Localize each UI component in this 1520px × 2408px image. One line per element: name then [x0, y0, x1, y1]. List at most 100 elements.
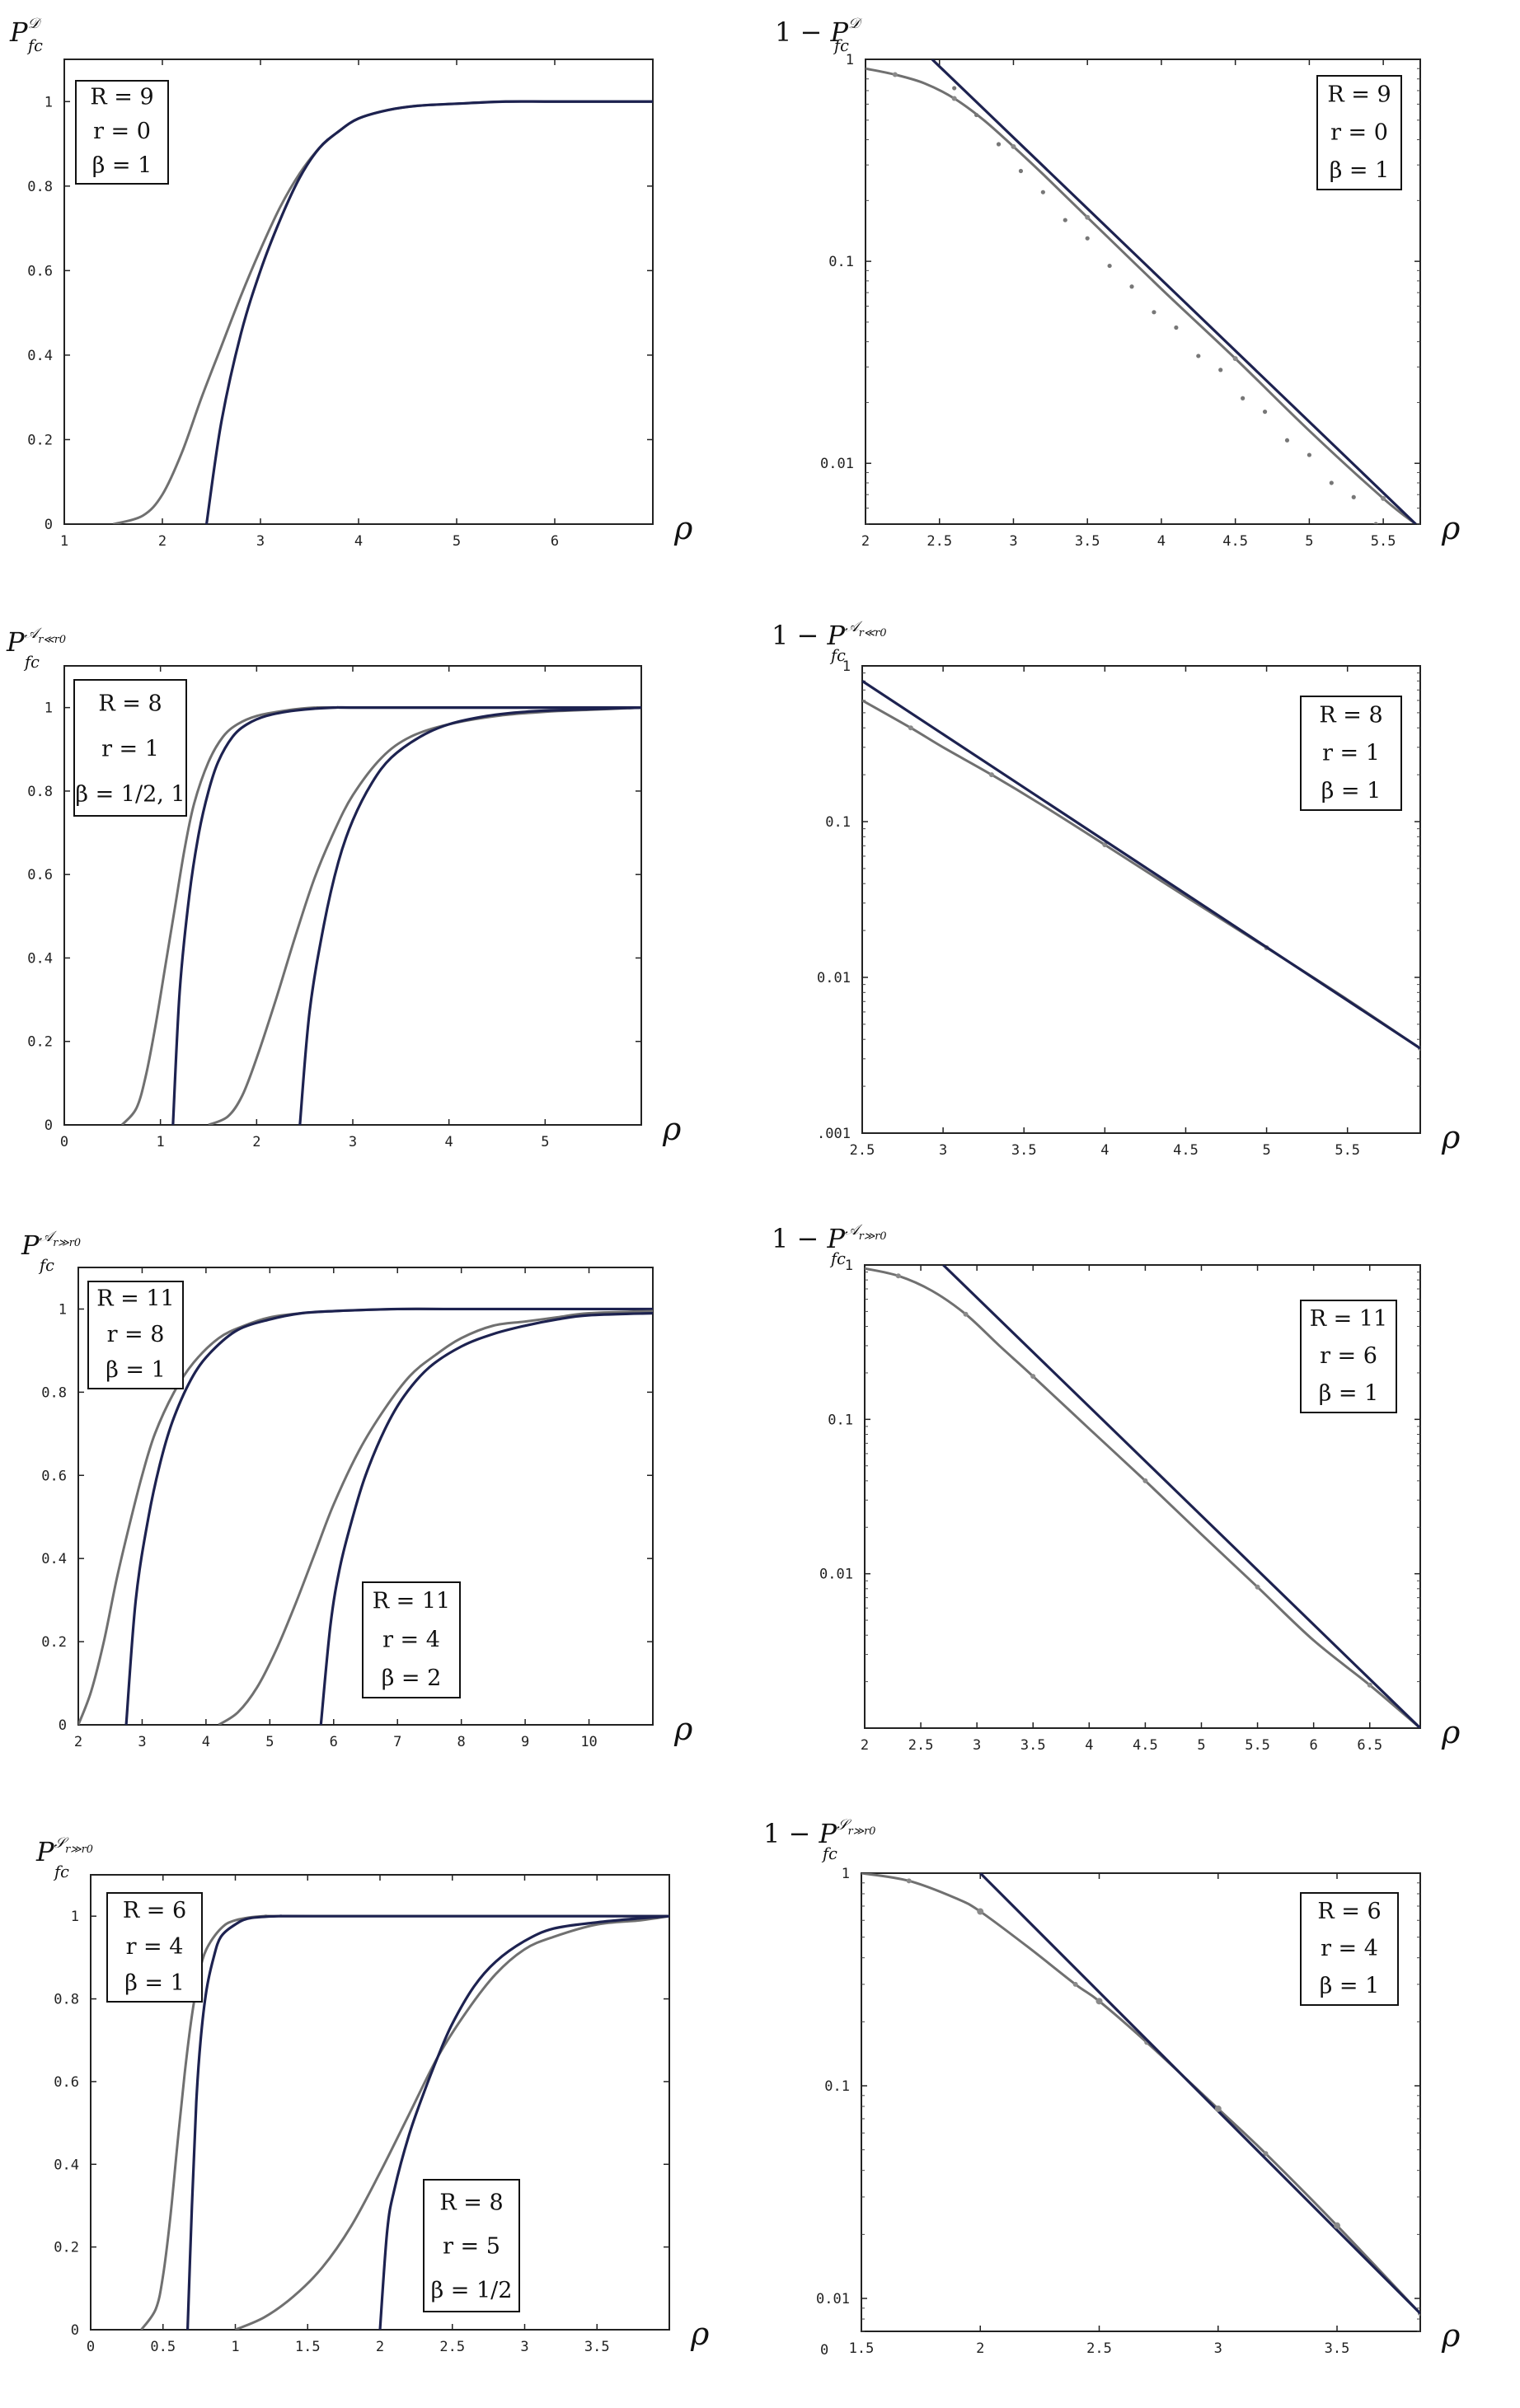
y-tick-label: 0	[71, 2322, 79, 2339]
series-line-2	[862, 679, 1420, 1050]
data-point	[977, 1908, 984, 1915]
parameter-line: β = 1/2, 1	[75, 781, 185, 807]
x-tick-label: 2	[376, 2339, 384, 2355]
parameter-line: β = 1	[1319, 1380, 1379, 1406]
x-tick-label: 3	[1214, 2340, 1222, 2357]
x-tick-label: 3.5	[1011, 1142, 1037, 1159]
data-point	[1196, 354, 1201, 358]
x-tick-label: 4	[1157, 533, 1166, 550]
series-group	[861, 1873, 1420, 2317]
x-tick-label: 5	[453, 533, 461, 550]
series-line-2	[185, 1914, 669, 2330]
x-tick-label: 2	[976, 2340, 984, 2357]
data-point	[1040, 190, 1045, 194]
parameter-line: β = 1	[92, 153, 152, 179]
x-tick-label: 1	[157, 1134, 165, 1150]
parameter-line: R = 9	[1327, 82, 1391, 107]
x-tick-label: 6.5	[1357, 1737, 1382, 1754]
data-point	[1174, 325, 1179, 330]
series-marker	[1232, 356, 1238, 362]
data-point	[1095, 1998, 1103, 2005]
x-tick-label: 2.5	[1086, 2340, 1112, 2357]
data-point	[952, 86, 957, 91]
x-tick-label: 4	[1085, 1737, 1093, 1754]
parameter-box-frame	[1300, 1300, 1397, 1413]
y-tick-label: 0.6	[41, 1468, 67, 1484]
x-tick-label: 2	[158, 533, 167, 550]
x-axis-label: ρ	[1441, 2317, 1461, 2354]
series-marker	[906, 1878, 912, 1884]
series-line-1	[865, 1267, 1420, 1728]
parameter-line: R = 8	[1319, 702, 1382, 728]
x-tick-label: 4.5	[1133, 1737, 1158, 1754]
x-axis-label: ρ	[690, 2316, 710, 2352]
y-tick-label: 1	[71, 1909, 79, 1925]
parameter-box-frame	[362, 1581, 461, 1698]
x-tick-label: 4	[202, 1734, 210, 1750]
data-point	[1351, 494, 1356, 499]
series-group	[866, 59, 1417, 524]
data-point	[1241, 396, 1246, 401]
data-point	[1129, 284, 1134, 289]
y-tick-label: 0.01	[816, 2291, 850, 2307]
x-tick-label: 5.5	[1335, 1142, 1360, 1159]
y-tick-label: 0.8	[27, 784, 53, 800]
y-axis-label: P𝒜r≪r0 fc	[6, 625, 66, 672]
x-tick-label: 3	[939, 1142, 947, 1159]
x-tick-label: 3	[256, 533, 265, 550]
parameter-line: β = 2	[382, 1665, 442, 1691]
x-tick-label: 3.5	[584, 2339, 610, 2355]
parameter-box: R = 9 r = 0 β = 1	[75, 80, 169, 185]
series-group	[862, 679, 1420, 1052]
y-tick-label: 0.2	[27, 1034, 53, 1051]
series-marker	[988, 772, 994, 778]
chart-4: 2.5 3 3.5 4 4.5 5 5.5 .001 0.01 0.1 1 ρ 1 − P𝒜r≪r0 fc…	[772, 619, 1461, 1159]
parameter-box: R = 8 r = 1 β = 1	[1300, 696, 1402, 811]
series-marker	[1011, 143, 1016, 149]
x-tick-label: 0	[60, 1134, 68, 1150]
y-axis-label: P𝒟 fc	[9, 16, 43, 55]
y-tick-label: 1	[846, 52, 854, 68]
y-tick-label: 0.2	[27, 432, 53, 448]
parameter-box-frame	[1300, 696, 1402, 811]
data-point	[1018, 168, 1024, 174]
x-tick-label: 2	[861, 1737, 869, 1754]
x-tick-label: 1.5	[295, 2339, 321, 2355]
data-point	[1218, 368, 1223, 372]
parameter-box: R = 6 r = 4 β = 1	[106, 1892, 203, 2003]
x-tick-label: 0	[87, 2339, 95, 2355]
series-group	[120, 705, 641, 1125]
x-tick-label: 3.5	[1075, 533, 1100, 550]
series-line-4	[298, 706, 641, 1125]
x-tick-label: 2	[252, 1134, 260, 1150]
y-tick-label: 0.4	[27, 348, 53, 364]
parameter-line: R = 11	[373, 1589, 450, 1614]
series-group	[113, 100, 653, 524]
parameter-box-frame	[87, 1281, 184, 1389]
parameter-line: R = 11	[1310, 1306, 1387, 1332]
series-group	[865, 1265, 1420, 1728]
parameter-line: β = 1	[1320, 1973, 1380, 1998]
y-axis-label: 1 − P𝒜r≫r0 fc	[772, 1222, 886, 1268]
parameter-box: R = 9 r = 0 β = 1	[1316, 75, 1402, 190]
parameter-line: r = 6	[1320, 1343, 1377, 1369]
y-tick-label: 0.01	[819, 1567, 853, 1583]
data-point	[1152, 310, 1156, 315]
chart-7: 0 0.5 1 1.5 2 2.5 3 3.5 0 0.2 0.4 0.6 0.8 1 ρ P𝒮r≫r0 fc R…	[35, 1835, 710, 2355]
parameter-line: β = 1/2	[431, 2278, 513, 2303]
x-tick-label: 3.5	[1020, 1737, 1046, 1754]
x-tick-label: 2.5	[908, 1737, 934, 1754]
parameter-line: R = 8	[439, 2190, 503, 2215]
y-axis-label: 1 − P𝒮r≫r0 fc	[763, 1817, 875, 1863]
x-tick-label: 3.5	[1325, 2340, 1350, 2357]
series-marker	[963, 1311, 969, 1317]
series-group	[78, 1307, 653, 1725]
series-line-4	[319, 1311, 653, 1725]
x-tick-label: 5	[1197, 1737, 1205, 1754]
parameter-line: β = 1	[1330, 157, 1390, 183]
x-tick-label: 2.5	[850, 1142, 875, 1159]
x-tick-label: 3	[520, 2339, 528, 2355]
x-tick-label: 7	[393, 1734, 401, 1750]
x-tick-label: 4	[445, 1134, 453, 1150]
series-line-2	[171, 705, 641, 1125]
